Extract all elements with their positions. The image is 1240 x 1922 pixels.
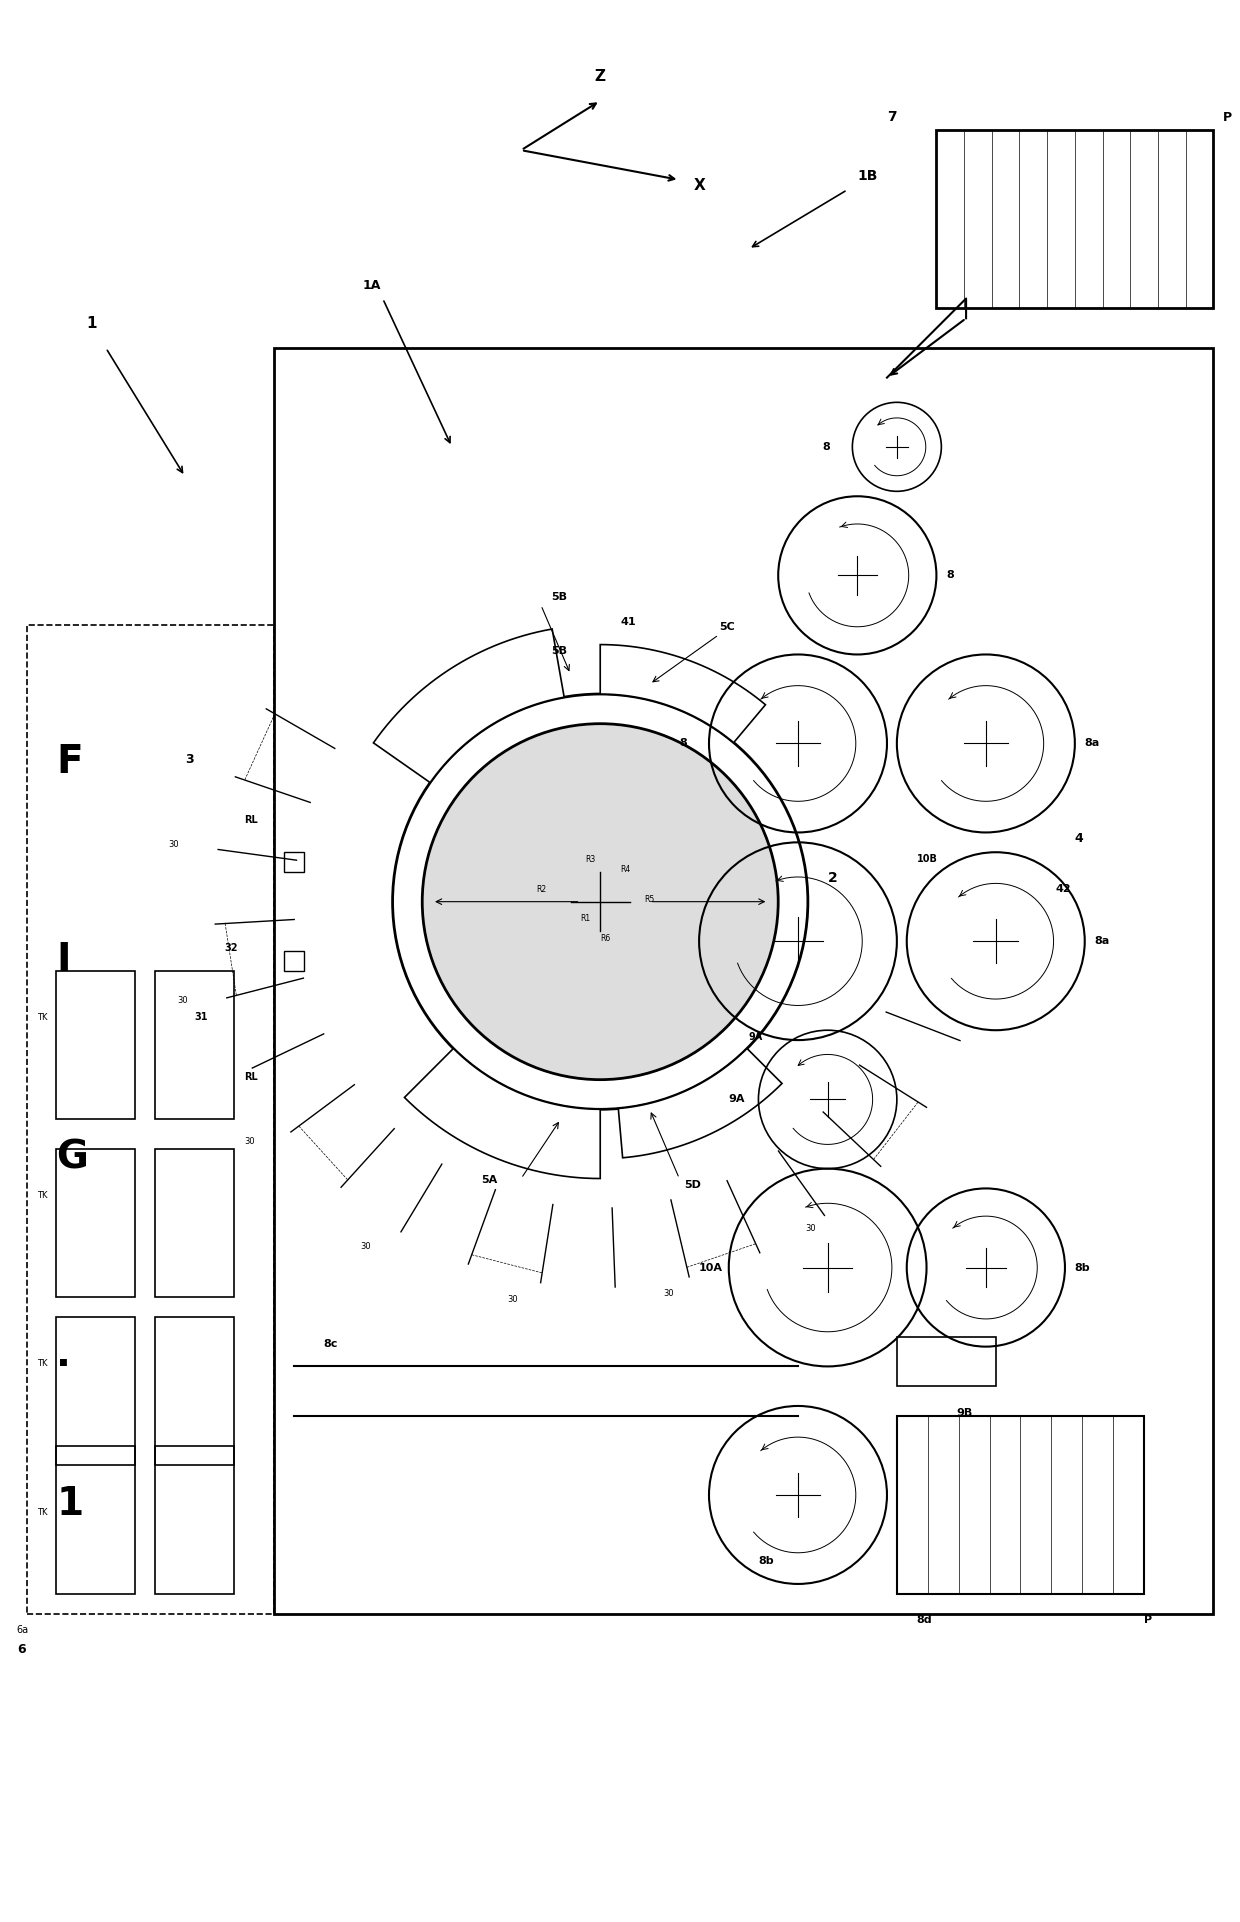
Text: 9B: 9B	[956, 1407, 972, 1418]
Polygon shape	[600, 644, 765, 742]
Text: 30: 30	[169, 840, 179, 850]
Text: .: .	[56, 1336, 71, 1374]
Text: 5B: 5B	[551, 646, 567, 657]
Bar	[155, 1149, 234, 1297]
Bar	[56, 1317, 135, 1465]
Text: 8: 8	[822, 442, 831, 452]
Text: 8a: 8a	[1095, 936, 1110, 946]
Text: 3: 3	[185, 753, 193, 767]
Text: 30: 30	[244, 1136, 255, 1146]
Text: 1: 1	[86, 315, 97, 331]
Text: 41: 41	[620, 617, 636, 627]
Text: 8: 8	[680, 738, 687, 748]
Text: TK: TK	[37, 1013, 47, 1023]
Text: 8: 8	[946, 571, 954, 580]
Bar	[27, 625, 274, 1614]
Text: R1: R1	[580, 915, 590, 923]
Text: 10B: 10B	[916, 853, 937, 865]
Text: TK: TK	[37, 1507, 47, 1516]
Bar	[155, 1445, 234, 1593]
Text: 1B: 1B	[857, 169, 878, 183]
Text: 8a: 8a	[1085, 738, 1100, 748]
Bar	[897, 1417, 1145, 1593]
Text: RL: RL	[244, 1072, 258, 1082]
Bar	[274, 348, 1213, 1614]
Polygon shape	[373, 628, 564, 782]
Text: X: X	[693, 177, 706, 192]
Polygon shape	[619, 1049, 782, 1157]
Polygon shape	[404, 1049, 600, 1178]
Text: 9A: 9A	[729, 1094, 745, 1105]
Text: 31: 31	[195, 1013, 208, 1023]
Text: 8b: 8b	[1075, 1263, 1090, 1272]
Bar	[936, 131, 1213, 308]
Text: RL: RL	[244, 815, 258, 825]
Text: 30: 30	[663, 1290, 675, 1297]
Bar	[56, 1445, 135, 1593]
Text: 30: 30	[177, 996, 187, 1005]
Text: 2: 2	[827, 871, 837, 884]
Text: 7: 7	[887, 110, 897, 123]
Bar	[897, 1336, 996, 1386]
Text: R2: R2	[536, 884, 546, 894]
Text: TK: TK	[37, 1359, 47, 1368]
Bar	[155, 971, 234, 1119]
Text: R6: R6	[600, 934, 610, 944]
Text: 30: 30	[507, 1295, 518, 1305]
Text: P: P	[1223, 111, 1233, 123]
Text: 8b: 8b	[759, 1557, 774, 1566]
Text: 10A: 10A	[699, 1263, 723, 1272]
Text: R5: R5	[645, 894, 655, 903]
Text: 1A: 1A	[363, 279, 381, 292]
Text: 5A: 5A	[481, 1176, 497, 1186]
Text: 8c: 8c	[324, 1338, 337, 1349]
Text: TK: TK	[37, 1192, 47, 1201]
Text: R4: R4	[620, 865, 630, 875]
Text: G: G	[56, 1138, 88, 1176]
Text: 42: 42	[1055, 884, 1070, 894]
Bar	[284, 851, 304, 873]
Circle shape	[423, 725, 779, 1080]
Text: 30: 30	[361, 1242, 371, 1251]
Text: Z: Z	[595, 69, 605, 85]
Bar	[56, 1149, 135, 1297]
Text: 6: 6	[17, 1643, 26, 1657]
Text: 32: 32	[224, 944, 238, 953]
Bar	[56, 971, 135, 1119]
Text: 4: 4	[1075, 832, 1084, 846]
Bar	[284, 951, 304, 971]
Text: 9A: 9A	[749, 1032, 763, 1042]
Text: I: I	[56, 942, 71, 978]
Text: F: F	[56, 744, 83, 780]
Text: 30: 30	[806, 1224, 816, 1234]
Text: 5B: 5B	[551, 592, 567, 602]
Text: 8d: 8d	[916, 1616, 932, 1626]
Text: 5C: 5C	[719, 621, 734, 632]
Bar	[155, 1317, 234, 1465]
Text: 6a: 6a	[17, 1626, 29, 1636]
Text: P: P	[1145, 1616, 1152, 1626]
Text: R3: R3	[585, 855, 595, 865]
Text: 1: 1	[56, 1484, 83, 1522]
Text: 5D: 5D	[684, 1180, 701, 1190]
